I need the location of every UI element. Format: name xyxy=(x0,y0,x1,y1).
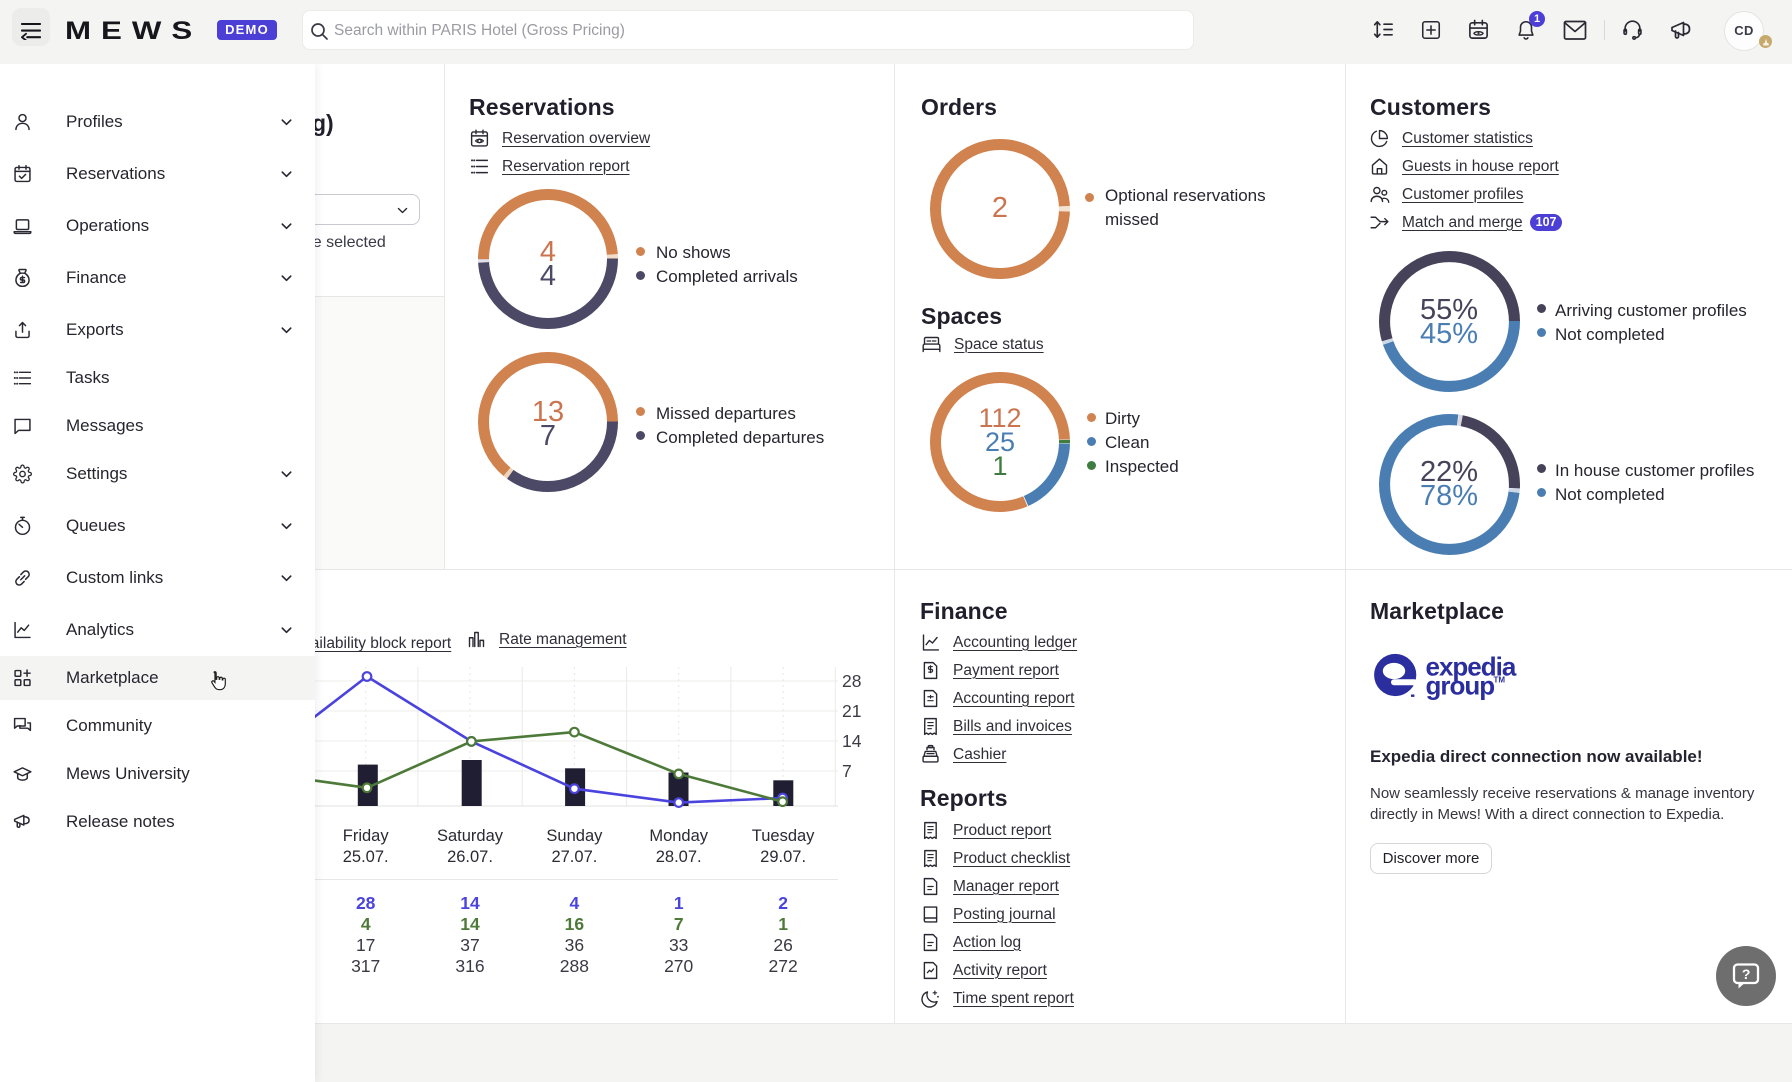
svg-text:group: group xyxy=(1426,671,1495,701)
svg-text:28: 28 xyxy=(842,671,861,691)
svg-text:14: 14 xyxy=(842,731,862,751)
svg-text:7: 7 xyxy=(842,761,852,781)
svg-text:TM: TM xyxy=(1494,676,1506,685)
svg-text:21: 21 xyxy=(842,701,861,721)
svg-text:expedia: expedia xyxy=(1426,652,1517,682)
svg-text:?: ? xyxy=(1742,966,1751,982)
